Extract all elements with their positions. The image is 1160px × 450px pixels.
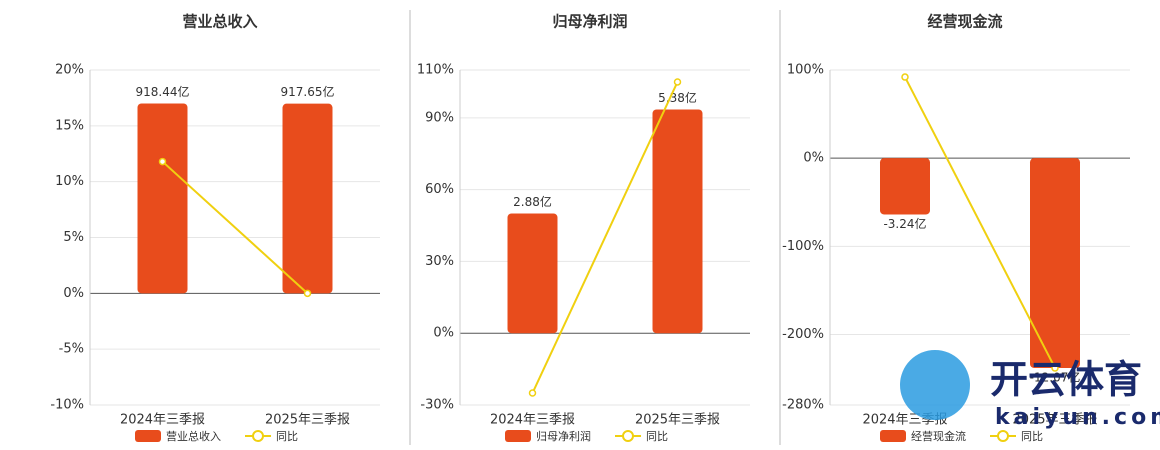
x-tick-label: 2025年三季报 — [1012, 413, 1097, 428]
value-label: 918.44亿 — [136, 84, 190, 99]
point — [673, 78, 682, 86]
point — [1051, 364, 1059, 372]
y-tick-label: -5% — [59, 342, 84, 357]
y-tick-label: 100% — [787, 63, 824, 78]
x-tick-label: 2025年三季报 — [265, 413, 350, 428]
y-tick-label: -280% — [782, 398, 824, 413]
y-tick-label: -10% — [50, 398, 84, 413]
legend-label: 同比 — [276, 430, 298, 443]
legend-label: 同比 — [646, 430, 668, 443]
line — [531, 81, 679, 394]
value-label: -12.07亿 — [1030, 369, 1081, 384]
value-label: 917.65亿 — [281, 84, 335, 99]
bar — [507, 213, 558, 334]
legend-label: 同比 — [1021, 430, 1043, 443]
legend-label: 经营现金流 — [911, 429, 966, 443]
y-tick-label: 60% — [425, 182, 454, 197]
legend-label: 营业总收入 — [166, 429, 221, 443]
line — [161, 160, 309, 295]
chart-title: 归母净利润 — [552, 13, 627, 31]
y-tick-label: 15% — [55, 118, 84, 133]
y-tick-label: -30% — [420, 398, 454, 413]
line — [904, 76, 1056, 369]
bar — [1030, 158, 1080, 368]
watermark-text: 开云体育 — [990, 358, 1142, 402]
y-tick-label: 5% — [63, 230, 84, 245]
y-tick-label: 0% — [433, 326, 454, 341]
legend-swatch — [505, 430, 531, 442]
watermark-logo — [900, 350, 970, 420]
x-tick-label: 2024年三季报 — [490, 413, 575, 428]
y-tick-label: 10% — [55, 174, 84, 189]
y-tick-label: 20% — [55, 63, 84, 78]
legend-swatch — [997, 430, 1009, 442]
x-tick-label: 2025年三季报 — [635, 413, 720, 428]
bar — [137, 103, 188, 294]
chart-title: 营业总收入 — [182, 13, 257, 31]
x-tick-label: 2024年三季报 — [120, 413, 205, 428]
legend-swatch — [622, 430, 634, 442]
point — [158, 157, 167, 166]
value-label: -3.24亿 — [883, 216, 926, 231]
legend-label: 归母净利润 — [536, 429, 591, 443]
y-tick-label: 90% — [425, 110, 454, 125]
bar — [652, 109, 703, 334]
legend-swatch — [252, 430, 264, 442]
y-tick-label: 0% — [63, 286, 84, 301]
bar — [282, 103, 333, 294]
y-tick-label: 30% — [425, 254, 454, 269]
legend-swatch — [135, 430, 161, 442]
value-label: 2.88亿 — [513, 194, 552, 209]
y-tick-label: 0% — [803, 151, 824, 166]
y-tick-label: -100% — [782, 239, 824, 254]
y-tick-label: -200% — [782, 327, 824, 342]
legend-swatch — [880, 430, 906, 442]
point — [901, 73, 909, 81]
point — [528, 389, 537, 397]
chart-title: 经营现金流 — [927, 13, 1002, 31]
point — [303, 289, 312, 298]
y-tick-label: 110% — [417, 63, 454, 78]
value-label: 5.38亿 — [658, 90, 697, 105]
watermark-sub: kaiyun.com — [995, 405, 1160, 430]
bar — [880, 158, 930, 215]
